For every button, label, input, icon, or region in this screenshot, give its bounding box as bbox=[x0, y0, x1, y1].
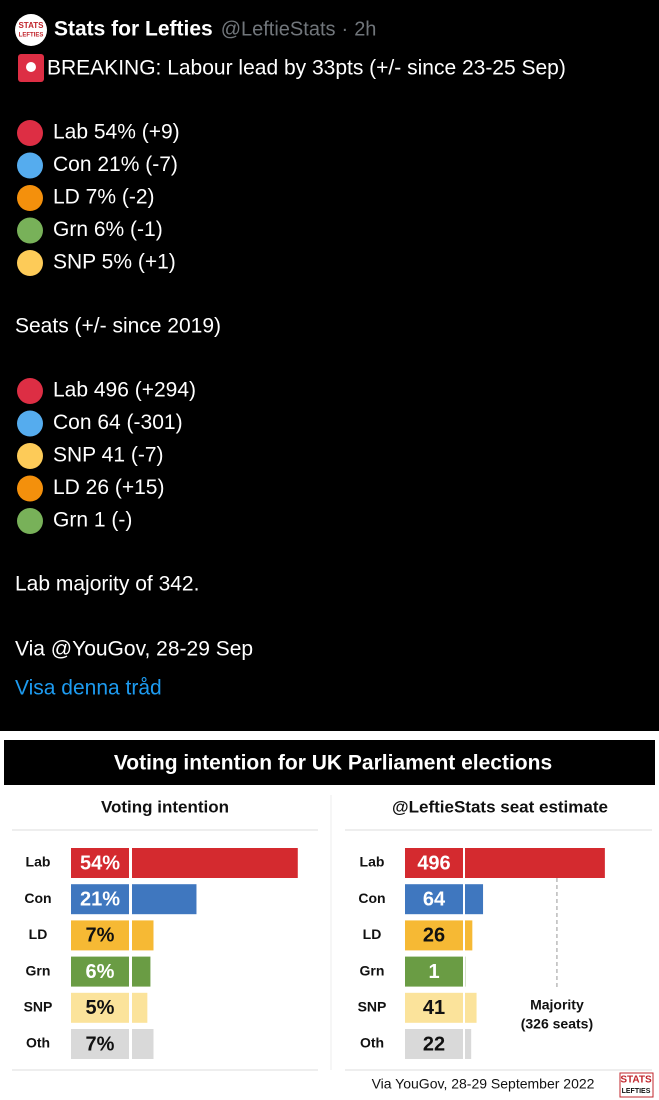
image-title-bar bbox=[4, 740, 655, 785]
category-label: Oth bbox=[26, 1035, 50, 1051]
bullet bbox=[17, 120, 43, 146]
bullet bbox=[17, 475, 43, 502]
logo-text: LEFTIES bbox=[622, 1088, 651, 1095]
bar bbox=[132, 992, 148, 1023]
value-box bbox=[405, 848, 463, 878]
value-box bbox=[405, 884, 463, 915]
tweet-line: LD 26 (+15) bbox=[53, 476, 164, 499]
timestamp: 2h bbox=[354, 18, 376, 40]
bar bbox=[465, 992, 477, 1023]
headline: BREAKING: Labour lead by 33pts (+/- sinc… bbox=[47, 57, 566, 80]
tweet-line: Via @YouGov, 28-29 Sep bbox=[15, 638, 253, 661]
panel-heading: Voting intention bbox=[101, 797, 229, 816]
tweet-line: Lab 496 (+294) bbox=[53, 379, 196, 402]
value-box bbox=[405, 992, 463, 1023]
bullet bbox=[17, 250, 43, 276]
category-label: Oth bbox=[360, 1035, 384, 1051]
bar bbox=[132, 848, 298, 878]
value-label: 26 bbox=[423, 925, 445, 947]
bullet bbox=[17, 217, 43, 244]
category-label: Con bbox=[358, 890, 385, 906]
tweet-line: Lab majority of 342. bbox=[15, 573, 199, 596]
author-handle[interactable]: @LeftieStats bbox=[221, 18, 336, 40]
bar bbox=[465, 848, 605, 878]
bar bbox=[465, 920, 473, 951]
value-box bbox=[71, 848, 129, 878]
bullet bbox=[17, 508, 43, 534]
tweet-line: SNP 5% (+1) bbox=[53, 251, 176, 274]
siren-icon bbox=[18, 54, 44, 82]
category-label: SNP bbox=[358, 999, 387, 1015]
image-title: Voting intention for UK Parliament elect… bbox=[114, 752, 552, 775]
category-label: LD bbox=[29, 926, 48, 942]
value-label: 6% bbox=[86, 961, 115, 983]
bullet bbox=[17, 185, 43, 211]
logo-text: STATS bbox=[620, 1075, 652, 1086]
value-label: 41 bbox=[423, 997, 445, 1019]
bar bbox=[465, 1029, 472, 1059]
value-box bbox=[405, 920, 463, 951]
avatar-text: LEFTIES bbox=[19, 33, 44, 39]
value-box bbox=[71, 992, 129, 1023]
value-box bbox=[71, 920, 129, 951]
bullet bbox=[17, 410, 43, 437]
category-label: Lab bbox=[360, 854, 385, 870]
tweet-background bbox=[0, 0, 659, 731]
value-box bbox=[71, 1029, 129, 1059]
tweet-line: Grn 6% (-1) bbox=[53, 218, 163, 241]
value-label: 7% bbox=[86, 1033, 115, 1055]
category-label: Con bbox=[24, 890, 51, 906]
value-label: 22 bbox=[423, 1033, 445, 1055]
tweet-line: Con 64 (-301) bbox=[53, 411, 183, 434]
category-label: Lab bbox=[26, 854, 51, 870]
value-box bbox=[405, 956, 463, 987]
tweet-line: Seats (+/- since 2019) bbox=[15, 315, 221, 338]
value-box bbox=[405, 1029, 463, 1059]
avatar bbox=[15, 14, 47, 46]
category-label: LD bbox=[363, 926, 382, 942]
tweet-line: LD 7% (-2) bbox=[53, 186, 155, 209]
value-label: 7% bbox=[86, 925, 115, 947]
bar bbox=[132, 956, 151, 987]
panel-heading: @LeftieStats seat estimate bbox=[392, 797, 608, 816]
category-label: Grn bbox=[360, 962, 385, 978]
category-label: Grn bbox=[26, 962, 51, 978]
value-box bbox=[71, 884, 129, 915]
value-label: 21% bbox=[80, 888, 120, 910]
bar bbox=[132, 920, 154, 951]
value-label: 64 bbox=[423, 888, 446, 910]
tweet-line: Lab 54% (+9) bbox=[53, 121, 180, 144]
thread-link[interactable]: Visa denna tråd bbox=[15, 677, 162, 700]
separator: · bbox=[342, 18, 349, 40]
value-box bbox=[71, 956, 129, 987]
value-label: 1 bbox=[428, 961, 439, 983]
author-name[interactable]: Stats for Lefties bbox=[54, 18, 213, 41]
tweet-line: Grn 1 (-) bbox=[53, 509, 132, 532]
bullet bbox=[17, 443, 43, 469]
avatar-text: STATS bbox=[18, 21, 44, 30]
bar bbox=[465, 884, 484, 915]
tweet-line: SNP 41 (-7) bbox=[53, 444, 164, 467]
bar bbox=[132, 1029, 154, 1059]
bullet bbox=[17, 152, 43, 179]
bar bbox=[132, 884, 197, 915]
value-label: 496 bbox=[417, 852, 450, 874]
bullet bbox=[17, 378, 43, 404]
majority-label: Majority bbox=[530, 997, 584, 1013]
majority-label: (326 seats) bbox=[521, 1016, 593, 1032]
image-footer: Via YouGov, 28-29 September 2022 bbox=[372, 1076, 595, 1092]
value-label: 54% bbox=[80, 852, 120, 874]
tweet-line: Con 21% (-7) bbox=[53, 153, 178, 176]
category-label: SNP bbox=[24, 999, 53, 1015]
logo-box bbox=[619, 1072, 654, 1098]
value-label: 5% bbox=[86, 997, 115, 1019]
